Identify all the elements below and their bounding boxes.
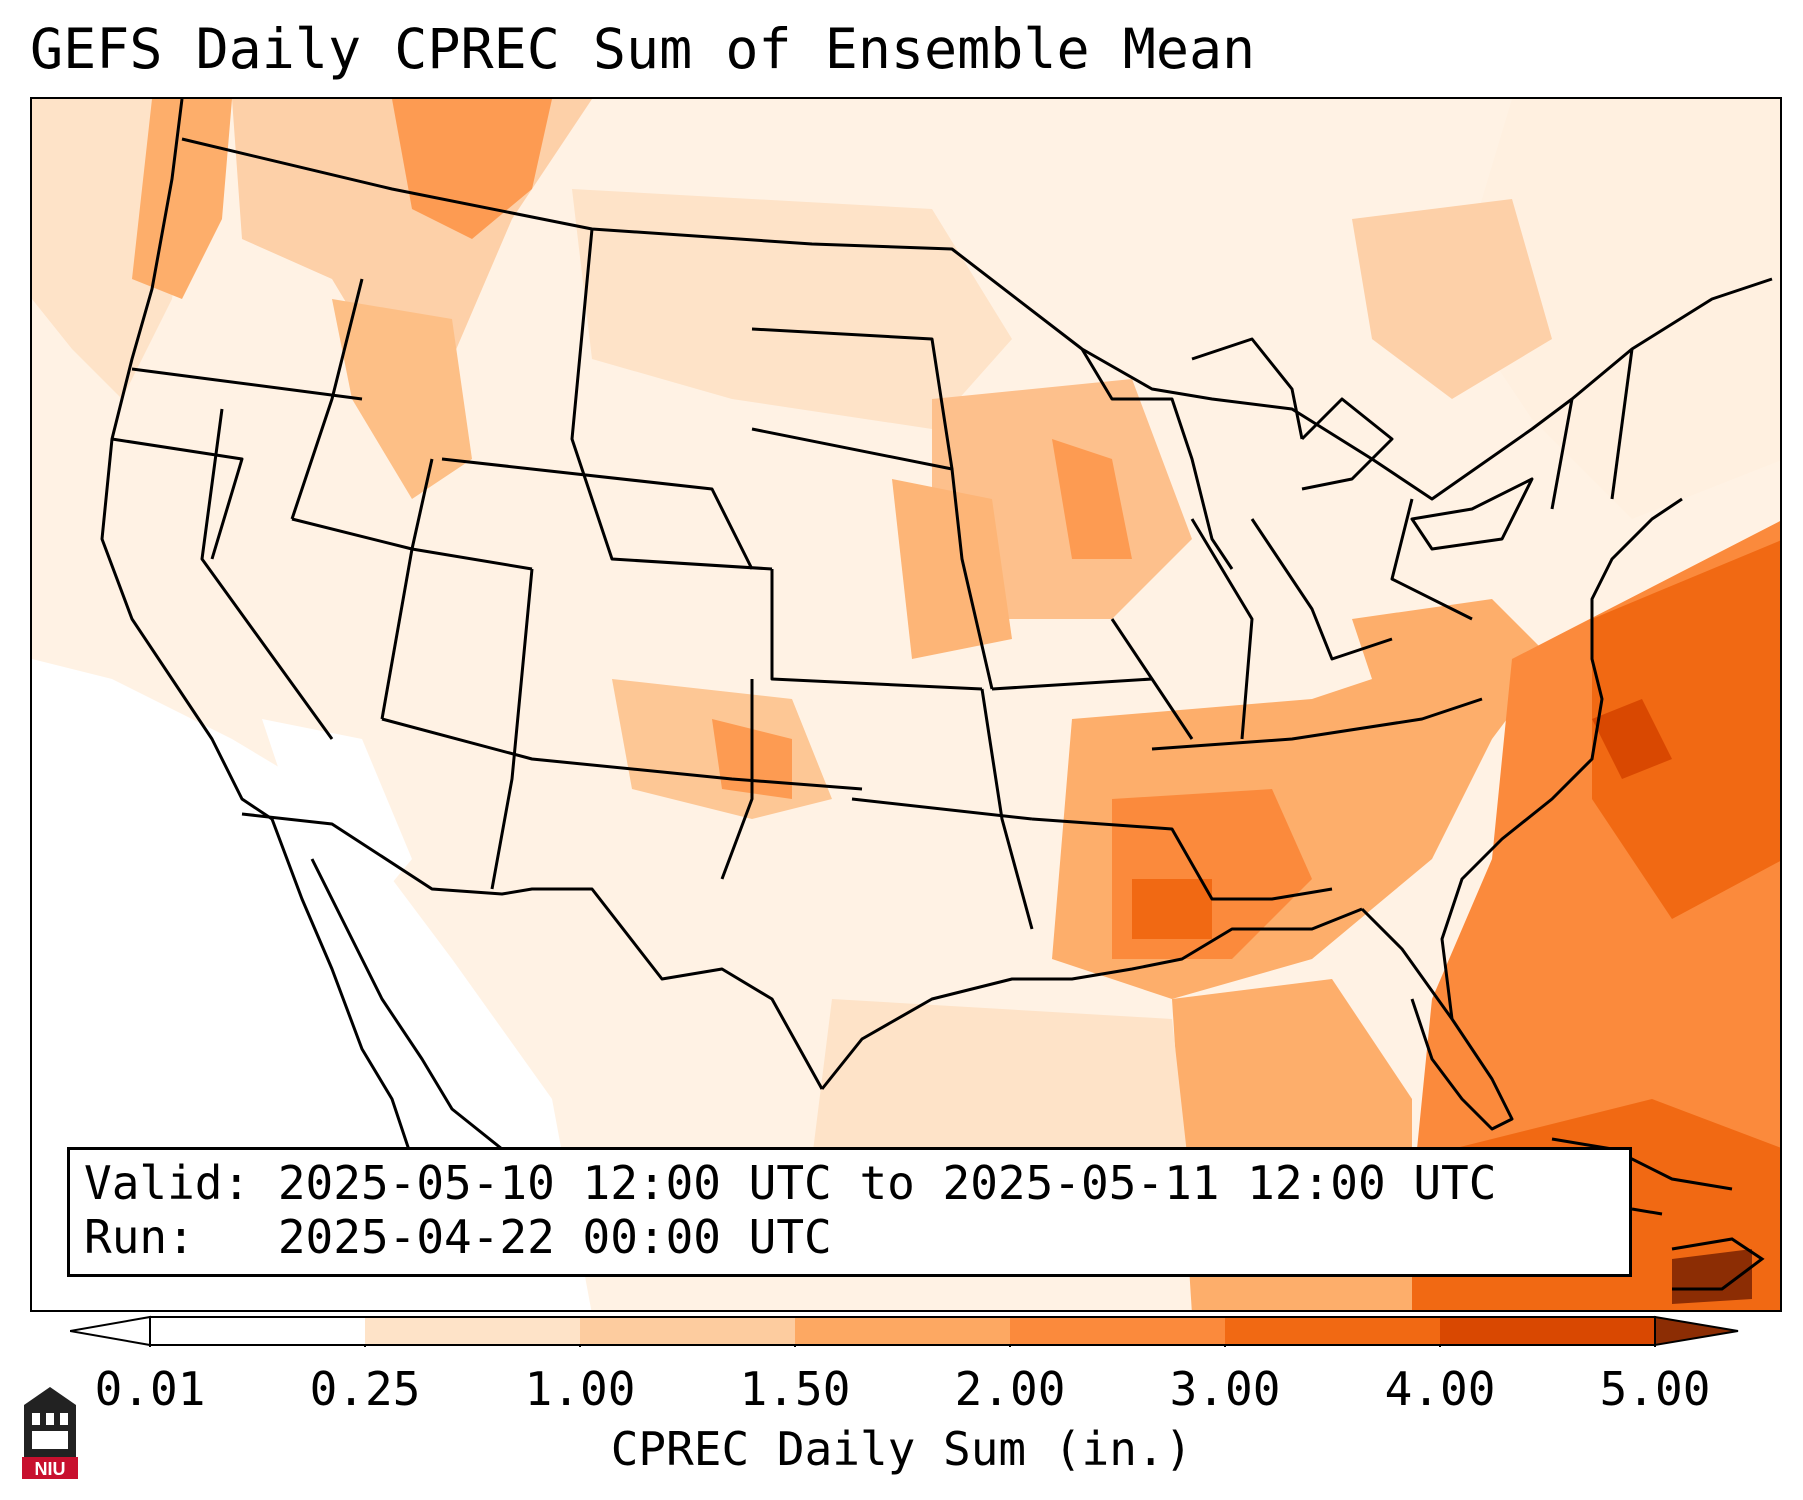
colorbar-tick-label: 4.00 (1384, 1362, 1496, 1416)
colorbar-tick-label: 3.00 (1169, 1362, 1281, 1416)
colorbar-over-arrow (1654, 1315, 1739, 1347)
colorbar-tick-label: 1.50 (739, 1362, 851, 1416)
colorbar-segment-5 (1010, 1317, 1225, 1345)
colorbar-tick-label: 2.00 (954, 1362, 1066, 1416)
colorbar-tick-label: 1.00 (524, 1362, 636, 1416)
valid-run-info-box: Valid: 2025-05-10 12:00 UTC to 2025-05-1… (67, 1147, 1632, 1277)
colorbar-segment-3 (580, 1317, 795, 1345)
colorbar-segment-2 (365, 1317, 580, 1345)
logo-text: NIU (35, 1459, 66, 1479)
colorbar-segment-6 (1225, 1317, 1440, 1345)
precipitation-map (30, 97, 1782, 1312)
colorbar (70, 1315, 1739, 1347)
map-title: GEFS Daily CPREC Sum of Ensemble Mean (30, 17, 1256, 81)
colorbar-segment-4 (795, 1317, 1010, 1345)
colorbar-under-arrow (70, 1315, 151, 1347)
colorbar-label: CPREC Daily Sum (in.) (610, 1422, 1193, 1476)
colorbar-segment-1 (150, 1317, 365, 1345)
colorbar-tick-label: 0.25 (309, 1362, 421, 1416)
run-time-text: Run: 2025-04-22 00:00 UTC (84, 1210, 832, 1264)
colorbar-segment-7 (1440, 1317, 1655, 1345)
niu-logo-icon: NIU (22, 1387, 78, 1479)
colorbar-tick-label: 5.00 (1599, 1362, 1711, 1416)
colorbar-tick-label: 0.01 (94, 1362, 206, 1416)
valid-time-text: Valid: 2025-05-10 12:00 UTC to 2025-05-1… (84, 1156, 1497, 1210)
